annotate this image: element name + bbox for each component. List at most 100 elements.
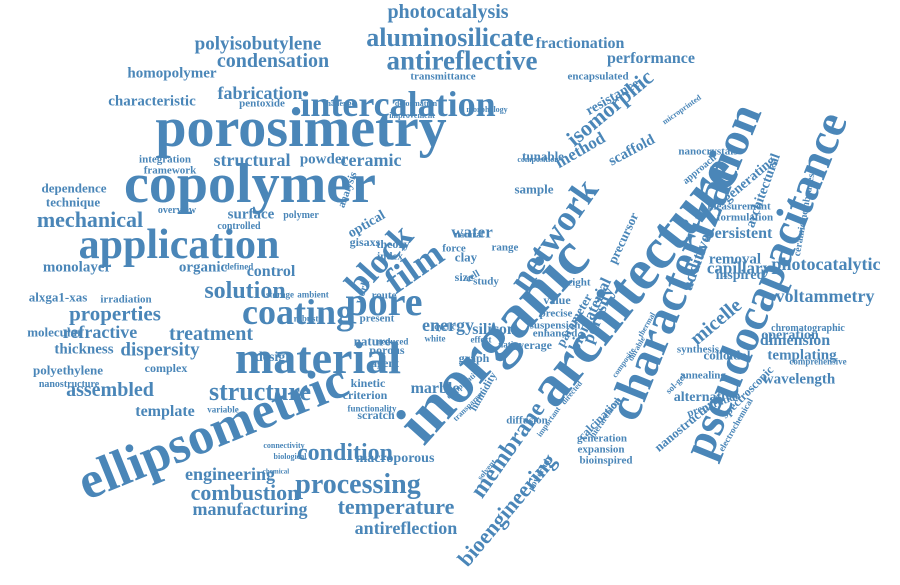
cloud-word-agent: agent xyxy=(371,356,399,370)
cloud-word-antireflective: antireflective xyxy=(386,45,538,76)
cloud-word-natural: natural xyxy=(454,229,484,240)
cloud-word-wavelength: wavelength xyxy=(762,371,836,388)
cloud-word-framework: framework xyxy=(143,164,197,177)
cloud-word-treatment: treatment xyxy=(168,323,254,345)
cloud-word-copolymer: copolymer xyxy=(124,153,376,215)
cloud-word-dimension: dimension xyxy=(759,332,831,349)
cloud-word-range: range xyxy=(491,241,519,254)
cloud-word-porous: porous xyxy=(369,343,405,357)
cloud-word-present: present xyxy=(359,312,395,325)
cloud-word-condensation: condensation xyxy=(216,50,330,72)
cloud-word-antireflection: antireflection xyxy=(354,518,458,538)
cloud-word-white: white xyxy=(424,333,446,344)
cloud-word-organic: organic xyxy=(178,259,228,276)
cloud-word-defined: defined xyxy=(224,261,254,272)
cloud-word-suspension: suspension xyxy=(529,319,581,332)
cloud-word-synthesis: synthesis xyxy=(676,343,720,356)
cloud-word-removal: removal xyxy=(708,251,762,268)
cloud-word-photocatalytic: photocatalytic xyxy=(771,254,881,274)
cloud-word-operation: operation xyxy=(761,328,819,343)
cloud-word-sample: sample xyxy=(514,181,554,197)
cloud-word-criterion: criterion xyxy=(342,388,388,402)
cloud-word-theory: theory xyxy=(376,237,410,251)
cloud-word-challenge: challenge xyxy=(323,99,355,108)
cloud-word-colloidal: colloidal xyxy=(703,347,751,363)
cloud-word-porosimetry: porosimetry xyxy=(155,97,447,159)
cloud-word-enhanced: enhanced xyxy=(532,327,578,340)
cloud-word-precise: precise xyxy=(539,307,573,320)
cloud-word-aluminosilicate: aluminosilicate xyxy=(366,23,534,52)
cloud-word-overview: overview xyxy=(157,205,197,216)
cloud-word-biological: biological xyxy=(273,452,307,461)
cloud-word-monolayer: monolayer xyxy=(42,259,112,276)
cloud-word-improvement: improvement xyxy=(389,111,435,120)
cloud-word-annealing: annealing xyxy=(680,369,726,382)
cloud-word-functionality: functionality xyxy=(347,403,397,414)
cloud-word-diffusion: diffusion xyxy=(506,414,548,427)
cloud-word-complex: complex xyxy=(144,361,188,375)
cloud-word-dependence: dependence xyxy=(41,180,107,196)
cloud-word-macroporous: macroporous xyxy=(355,451,435,466)
cloud-word-nanocrystals: nanocrystals xyxy=(678,145,738,158)
cloud-word-morphology: morphology xyxy=(466,105,508,114)
cloud-word-characteristic: characteristic xyxy=(108,93,196,110)
cloud-word-templating: templating xyxy=(767,347,837,364)
cloud-word-condition: condition xyxy=(296,440,394,466)
cloud-word-polyethylene: polyethylene xyxy=(32,362,104,378)
cloud-word-generation: generation xyxy=(576,432,628,445)
cloud-word-dispersity: dispersity xyxy=(120,339,200,361)
cloud-word-comprehensive: comprehensive xyxy=(789,356,847,367)
cloud-word-measurement: measurement xyxy=(707,200,771,213)
cloud-word-engineering: engineering xyxy=(185,464,275,484)
cloud-word-variable: variable xyxy=(207,404,239,415)
cloud-word-silicon: silicon xyxy=(472,321,516,338)
cloud-word-reduced: reduced xyxy=(377,336,409,347)
cloud-word-scratch: scratch xyxy=(357,408,395,422)
cloud-word-transmittance: transmittance xyxy=(410,70,476,83)
cloud-word-formulation: formulation xyxy=(716,211,774,224)
cloud-word-control: control xyxy=(246,263,296,280)
cloud-word-native: native xyxy=(498,339,522,350)
cloud-word-temperature: temperature xyxy=(337,494,455,519)
cloud-word-performance: performance xyxy=(607,50,695,67)
cloud-word-pentoxide: pentoxide xyxy=(239,97,285,110)
cloud-word-connectivity: connectivity xyxy=(263,441,305,450)
cloud-word-structure: structure xyxy=(208,377,312,406)
cloud-word-inspired: inspired xyxy=(715,268,765,283)
cloud-word-controlled: controlled xyxy=(217,221,261,232)
cloud-word-ambient: ambient xyxy=(297,289,329,300)
cloud-word-marble: marble xyxy=(410,380,460,397)
cloud-word-polyisobutylene: polyisobutylene xyxy=(194,33,322,55)
cloud-word-solution: solution xyxy=(204,278,286,304)
cloud-word-pore: pore xyxy=(345,279,423,324)
cloud-word-water: water xyxy=(451,222,493,242)
cloud-word-refractive: refractive xyxy=(62,322,138,342)
cloud-word-surface: surface xyxy=(227,206,275,223)
cloud-word-intercalation: intercalation xyxy=(300,84,496,124)
cloud-word-chemical: chemical xyxy=(262,467,290,476)
cloud-word-graph: graph xyxy=(458,351,490,365)
cloud-word-manufacturing: manufacturing xyxy=(192,499,308,519)
cloud-word-kinetic: kinetic xyxy=(350,376,386,390)
cloud-word-design: design xyxy=(254,350,294,365)
cloud-word-bioinspired: bioinspired xyxy=(579,454,633,467)
cloud-word-capillary: capillary xyxy=(706,258,772,278)
cloud-word-storage: storage xyxy=(266,289,294,300)
cloud-word-properties: properties xyxy=(69,301,161,326)
cloud-word-photocatalysis: photocatalysis xyxy=(387,1,509,23)
cloud-word-homopolymer: homopolymer xyxy=(127,65,217,82)
cloud-word-nanostructure: nanostructure xyxy=(38,379,100,390)
cloud-word-persistent: persistent xyxy=(705,225,773,242)
cloud-word-combustion: combustion xyxy=(190,480,300,505)
cloud-word-value: value xyxy=(543,293,571,307)
cloud-word-scaffold: scaffold xyxy=(605,131,658,170)
cloud-word-irradiation: irradiation xyxy=(100,293,152,306)
cloud-word-voltammetry: voltammetry xyxy=(775,286,875,306)
cloud-word-integration: integration xyxy=(139,153,191,166)
cloud-word-ceramic: ceramic xyxy=(340,150,402,170)
cloud-word-energy: energy xyxy=(422,315,474,335)
cloud-word-encapsulated: encapsulated xyxy=(567,70,629,83)
cloud-word-tunable: tunable xyxy=(522,148,564,164)
cloud-word-fabrication: fabrication xyxy=(217,83,303,103)
